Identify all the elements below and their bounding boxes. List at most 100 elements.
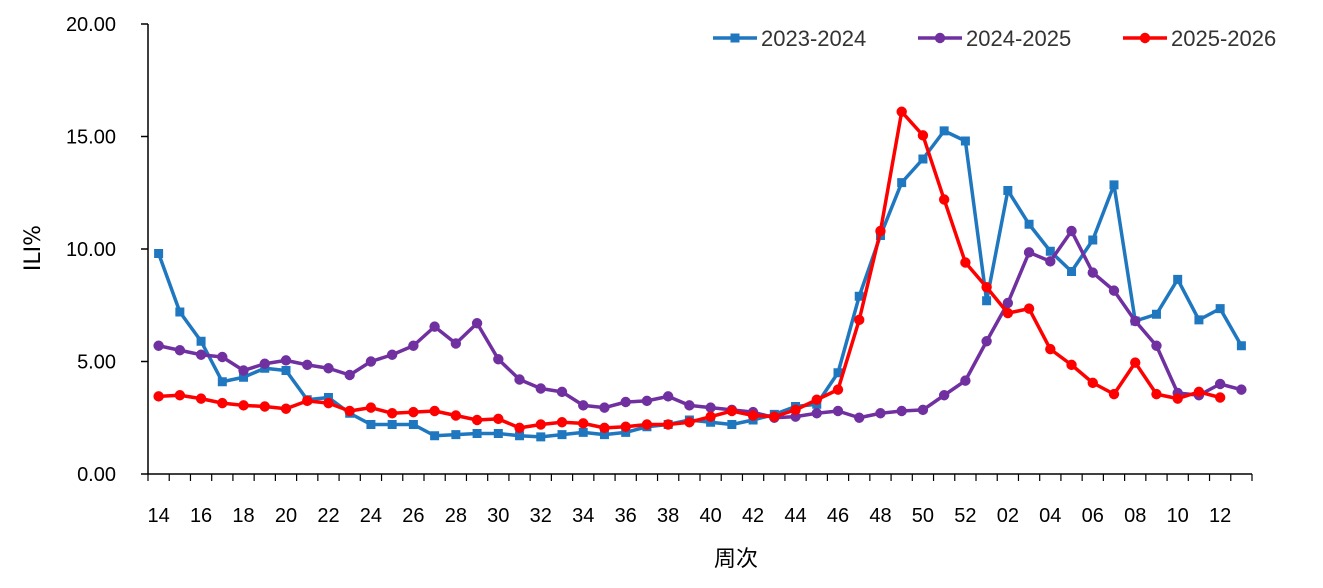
data-point (1151, 309, 1161, 319)
data-point (238, 365, 249, 376)
data-point (195, 349, 207, 360)
data-point (875, 225, 886, 237)
data-point (896, 106, 907, 117)
data-point (472, 429, 482, 438)
y-tick-label: 0.00 (77, 464, 116, 486)
series-line (158, 229, 1242, 420)
data-point (515, 431, 525, 441)
data-point (599, 422, 610, 434)
data-point (344, 405, 355, 417)
data-point (408, 420, 418, 429)
x-tick-label: 02 (997, 505, 1019, 527)
data-point (536, 432, 546, 442)
x-tick-label: 16 (190, 505, 212, 527)
x-tick-label: 24 (360, 505, 382, 527)
x-tick-label: 22 (317, 505, 339, 527)
data-point (875, 408, 886, 419)
data-point (535, 419, 546, 430)
data-point (280, 403, 292, 414)
data-point (1087, 377, 1098, 389)
legend-swatch-marker (934, 32, 946, 44)
data-point (1151, 388, 1162, 400)
data-point (769, 411, 780, 422)
data-point (1087, 267, 1098, 278)
data-point (302, 359, 313, 371)
legend-item: 2023-2024 (713, 26, 866, 51)
series-line (158, 110, 1221, 430)
data-point (726, 405, 738, 417)
data-point (217, 351, 228, 363)
legend-label: 2025-2026 (1171, 26, 1276, 51)
y-tick-label: 10.00 (66, 239, 116, 261)
legend-swatch-marker (1139, 32, 1151, 44)
x-tick-label: 52 (954, 505, 976, 527)
data-point (641, 419, 653, 430)
data-point (174, 345, 186, 356)
series-layer (153, 106, 1247, 442)
x-tick-label: 40 (699, 505, 721, 527)
data-point (621, 427, 631, 437)
data-point (451, 430, 461, 440)
data-point (365, 402, 377, 413)
data-point (1236, 341, 1246, 351)
data-point (556, 417, 568, 428)
data-point (175, 307, 185, 317)
x-tick-label: 14 (147, 505, 169, 527)
data-point (514, 422, 525, 434)
x-tick-label: 38 (657, 505, 679, 527)
data-point (429, 405, 440, 417)
data-point (1109, 180, 1119, 190)
data-point (1045, 246, 1055, 256)
data-point (790, 404, 801, 416)
data-point (153, 391, 164, 402)
x-tick-label: 46 (827, 505, 849, 527)
data-point (259, 401, 270, 412)
data-point (917, 404, 929, 416)
data-point (684, 400, 695, 411)
data-point (323, 393, 333, 402)
data-point (281, 366, 291, 375)
data-point (620, 421, 631, 432)
data-point (917, 130, 929, 141)
data-point (684, 417, 695, 428)
data-point (386, 408, 398, 419)
data-point (599, 402, 610, 413)
data-point (982, 296, 992, 306)
data-point (365, 356, 377, 367)
data-point (1066, 359, 1077, 371)
data-point (662, 391, 674, 402)
data-point (1214, 378, 1226, 390)
series-line (156, 129, 1243, 439)
data-point (705, 411, 716, 422)
data-point (239, 372, 249, 382)
data-point (578, 418, 589, 429)
data-point (1172, 393, 1183, 404)
data-point (217, 397, 228, 409)
series-2023-2024 (154, 126, 1246, 442)
data-point (450, 410, 462, 421)
data-point (557, 430, 567, 440)
data-point (429, 321, 440, 332)
data-point (918, 154, 928, 164)
data-point (556, 386, 568, 398)
data-point (1003, 186, 1013, 195)
data-point (1024, 219, 1034, 229)
data-point (960, 257, 971, 268)
data-point (514, 374, 525, 385)
data-point (323, 363, 334, 374)
y-tick-label: 5.00 (77, 352, 116, 374)
x-tick-label: 26 (402, 505, 424, 527)
plot-area: 0.00 5.00 10.00 15.00 20.00 14 16 18 20 22 24 26 28… (66, 14, 1253, 527)
data-point (217, 377, 227, 387)
data-point (430, 431, 440, 441)
y-tick-label: 15.00 (66, 127, 116, 149)
data-point (1215, 304, 1225, 314)
data-point (1108, 388, 1120, 400)
x-tick-label: 10 (1167, 505, 1189, 527)
data-point (259, 358, 270, 369)
series-2024-2025 (153, 225, 1247, 423)
x-tick-label: 06 (1082, 505, 1104, 527)
x-tick-label: 42 (742, 505, 764, 527)
x-tick-label: 18 (232, 505, 254, 527)
